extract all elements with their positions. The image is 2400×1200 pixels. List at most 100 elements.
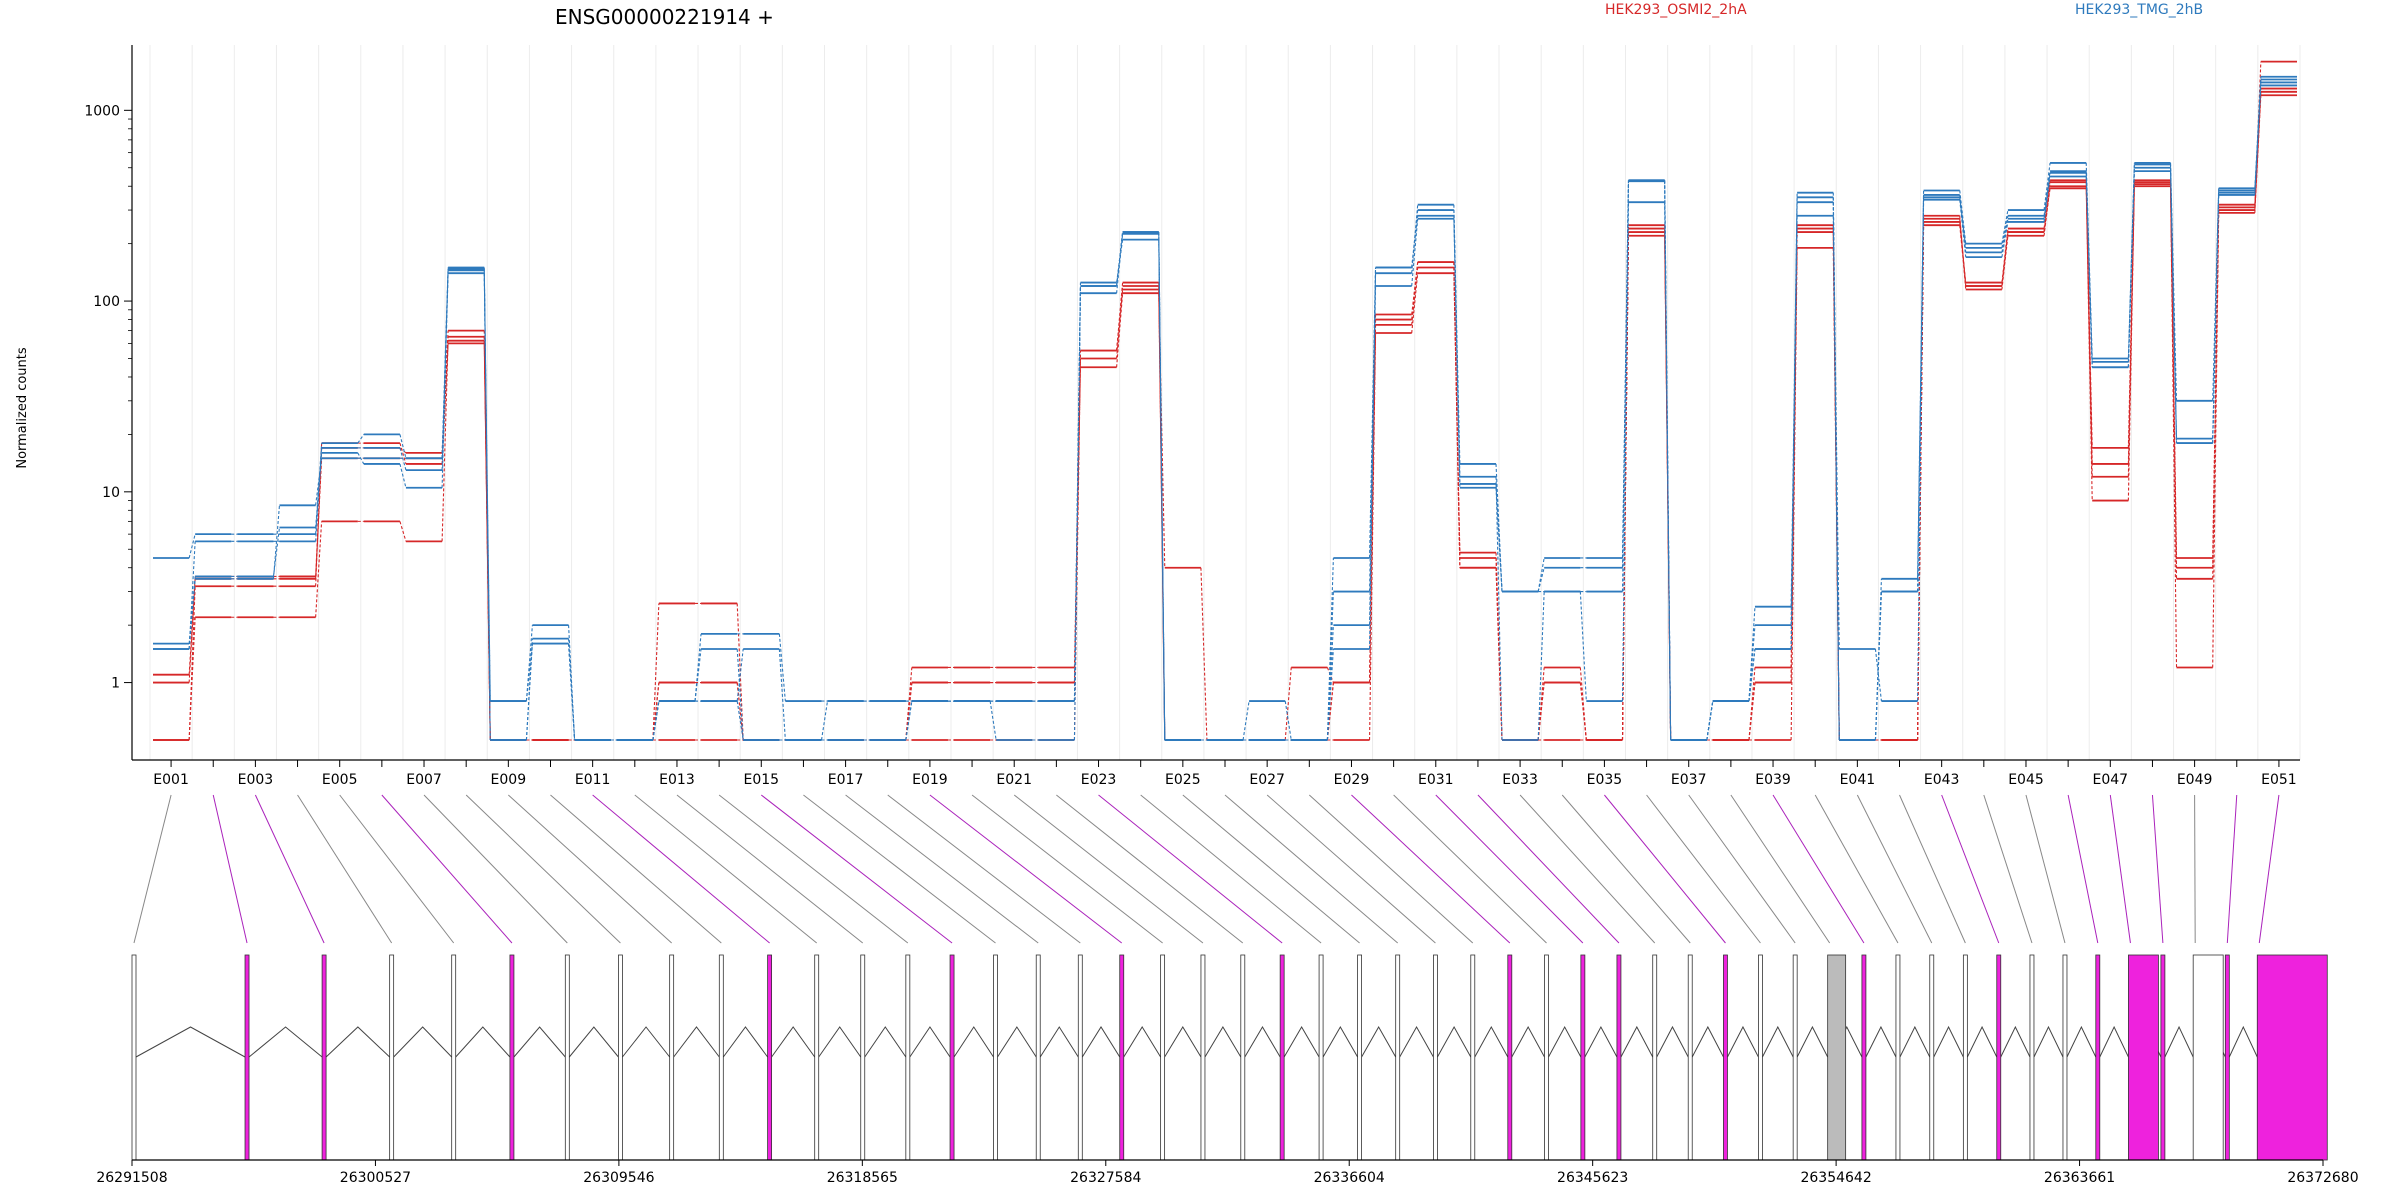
coordinate-tick-label: 26336604 <box>1314 1170 1385 1186</box>
x-tick-label: E021 <box>996 772 1032 788</box>
series-connector <box>1917 199 1925 592</box>
x-tick-label: E043 <box>1924 772 1960 788</box>
series-connector <box>2254 79 2262 193</box>
exon-block <box>509 954 515 1161</box>
intron-line <box>864 1026 907 1058</box>
exon-connector <box>929 794 1123 944</box>
exon-connector <box>1056 794 1244 944</box>
series-connector <box>2001 215 2009 248</box>
series-connector <box>1832 202 1840 649</box>
x-tick-label: E009 <box>491 772 527 788</box>
exon-connector <box>887 794 1081 944</box>
intron-line <box>135 1026 246 1058</box>
exon-block <box>2029 954 2035 1161</box>
exon-block <box>1580 954 1586 1161</box>
series-connector <box>1495 487 1503 592</box>
exon-block <box>860 954 866 1161</box>
exon-connector <box>1604 794 1726 944</box>
exon-connector <box>676 794 864 944</box>
series-connector <box>1495 567 1503 741</box>
exon-connector <box>1561 794 1691 944</box>
series-b4 <box>153 84 2297 741</box>
exon-connector <box>1519 794 1656 944</box>
exon-block <box>1318 954 1324 1161</box>
series-connector <box>2212 188 2220 401</box>
intron-line <box>393 1026 453 1058</box>
series-connector <box>2043 180 2051 229</box>
y-axis-label: Normalized counts <box>15 347 30 469</box>
series-connector <box>2043 176 2051 222</box>
exon-connector <box>1688 794 1796 944</box>
x-tick-label: E003 <box>238 772 274 788</box>
intron-line <box>722 1026 769 1058</box>
intron-line <box>1039 1026 1079 1058</box>
intron-line <box>1244 1026 1281 1058</box>
exon-connector <box>1351 794 1511 944</box>
series-connector <box>1368 267 1377 649</box>
series-connector <box>1959 218 1967 287</box>
exon-connector <box>2109 794 2131 944</box>
intron-line <box>1966 1025 1998 1058</box>
exon-block <box>1996 954 2002 1161</box>
exon-block <box>1119 954 1125 1161</box>
x-tick-label: E045 <box>2008 772 2044 788</box>
series-connector <box>2169 184 2178 668</box>
intron-line <box>818 1026 862 1058</box>
exon-connector <box>1013 794 1204 944</box>
exon-block <box>1433 954 1438 1161</box>
series-connector <box>1116 232 1124 287</box>
intron-line <box>1283 1026 1320 1058</box>
intron-line <box>953 1026 994 1058</box>
series-connector <box>357 434 365 444</box>
series-connector <box>2127 186 2135 477</box>
exon-connector <box>1772 794 1865 944</box>
exon-connector-lines <box>133 794 2280 944</box>
exon-block <box>1200 954 1206 1161</box>
exon-connector <box>1730 794 1831 944</box>
series-connector <box>1579 591 1587 702</box>
x-tick-label: E005 <box>322 772 358 788</box>
series-connector <box>2043 162 2051 211</box>
series-connector <box>2001 209 2009 244</box>
exon-connector <box>718 794 909 944</box>
x-tick-label: E025 <box>1165 772 1201 788</box>
coordinate-tick-label: 26363661 <box>2044 1170 2115 1186</box>
exon-block <box>1035 954 1041 1161</box>
series-connector <box>188 586 196 741</box>
exon-connector <box>1393 794 1547 944</box>
intron-line <box>2000 1025 2031 1058</box>
exon-connector <box>1266 794 1436 944</box>
series-connector <box>188 578 196 683</box>
exon-block <box>2224 954 2230 1161</box>
axes: 1 10 100 1000 E001 E003 E005 E007 E009 E011 E013 E0… <box>84 45 2300 788</box>
intron-line <box>997 1026 1037 1058</box>
series-connector <box>1706 700 1714 741</box>
exon-block <box>767 954 773 1161</box>
series-connector <box>694 648 702 702</box>
exon-block <box>1687 954 1693 1161</box>
series-connector <box>2085 176 2093 368</box>
y-tick-label: 1000 <box>84 103 120 119</box>
intron-line <box>1511 1025 1545 1058</box>
exon-block <box>451 954 457 1161</box>
intron-line <box>2033 1025 2064 1058</box>
series-connector <box>2169 171 2178 444</box>
series-connector <box>1411 273 1419 334</box>
series-connector <box>272 527 281 577</box>
x-tick-label: E007 <box>406 772 442 788</box>
x-tick-label: E001 <box>153 772 189 788</box>
series-connector <box>778 648 786 741</box>
series-connector <box>2127 184 2135 501</box>
series-connector <box>1537 567 1545 592</box>
y-tick-label: 100 <box>93 294 120 310</box>
exon-connector <box>760 794 953 944</box>
legend-entry-osmi2: HEK293_OSMI2_2hA <box>1605 2 1747 18</box>
coordinate-tick-label: 26354642 <box>1800 1170 1871 1186</box>
exon-block <box>131 954 137 1161</box>
series-connector <box>315 447 323 542</box>
exon-block <box>1652 954 1658 1161</box>
exon-block <box>1723 954 1728 1161</box>
intron-line <box>1164 1026 1202 1058</box>
intron-line <box>2099 1025 2129 1058</box>
series-connector <box>188 534 196 559</box>
